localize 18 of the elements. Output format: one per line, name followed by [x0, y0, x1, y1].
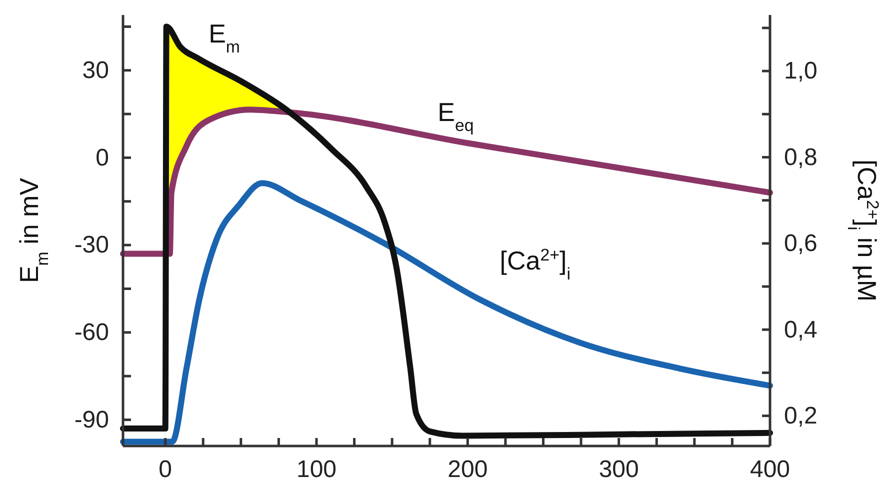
x-tick-label: 100 [296, 456, 337, 484]
series-label: E$_{eq}$ [438, 97, 474, 135]
y-tick-label: 30 [82, 57, 109, 84]
x-tick-label: 200 [448, 456, 488, 484]
y2-tick-label: 1,0 [784, 58, 818, 85]
y-tick-label: 0 [96, 144, 109, 172]
series-label: [Ca$^{2+}$]$_{i}$ [500, 244, 570, 283]
y2-tick-label: 0,4 [784, 316, 818, 344]
x-tick-label: 300 [598, 456, 639, 484]
x-tick-label: 0 [158, 456, 172, 484]
y-tick-label: -90 [74, 406, 109, 434]
y2-tick-label: 0,6 [784, 230, 818, 258]
y-tick-label: -30 [74, 232, 109, 259]
y2-tick-label: 0,8 [784, 144, 818, 171]
x-tick-label: 400 [750, 456, 790, 484]
series-label: E$_{m}$ [208, 18, 240, 56]
y-tick-label: -60 [74, 319, 109, 346]
y2-tick-label: 0,2 [784, 402, 818, 430]
